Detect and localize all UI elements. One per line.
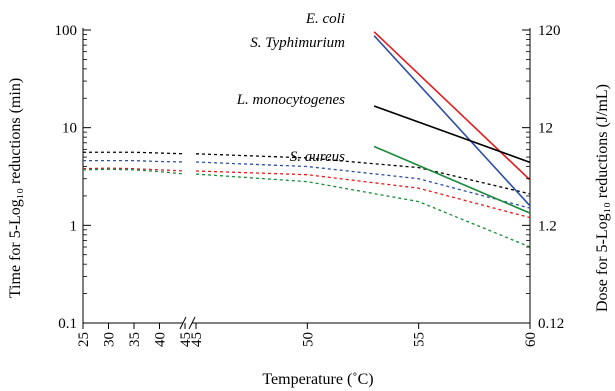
y-tick-label: 12 [538,121,553,137]
y-axis-right-title: Dose for 5-Log₁₀ reductions (J/mL) [594,84,611,312]
series-label: L. monocytogenes [236,92,345,108]
x-tick-label: 60 [523,332,539,347]
dotted-series-line [195,173,531,248]
y-tick-label: 0.1 [58,316,77,332]
dotted-series-line [83,159,186,163]
series-label: E. coli [305,11,345,27]
solid-series-line [373,105,531,164]
dotted-series-line [83,151,186,155]
dotted-series-line [195,153,531,195]
y-tick-label: 120 [538,23,561,39]
x-tick-label: 45 [189,332,205,347]
x-axis-title: Temperature (˚C) [262,371,373,388]
x-tick-label: 25 [76,332,92,347]
y-tick-label: 1 [70,218,78,234]
axis-break-mark [179,316,187,330]
x-tick-label: 40 [153,332,169,347]
solid-series-line [373,35,531,207]
series-labels: E. coli S. Typhimurium L. monocytogenes S. … [236,11,345,165]
x-tick-label: 35 [127,332,143,347]
solid-series-group [373,31,531,214]
y-axis-right-ticks: 0.12 1.2 12 120 [522,23,564,332]
dotted-series-line [195,170,531,219]
x-tick-label: 55 [412,332,428,347]
dotted-series-line [82,168,186,175]
x-tick-label: 50 [300,332,316,347]
y-axis-left-ticks: 0.1 1 10 100 [55,23,91,332]
axis-break-mark [188,316,196,330]
y-tick-label: 1.2 [538,218,557,234]
plot-area [82,28,531,330]
x-tick-label: 45 [178,332,194,347]
y-tick-label: 0.12 [538,316,564,332]
dotted-series-line [195,161,531,209]
solid-series-line [373,145,531,214]
y-tick-label: 10 [62,121,77,137]
series-label: S. aureus [290,149,345,165]
dotted-series-line [82,167,186,172]
x-tick-label: 30 [102,332,118,347]
y-tick-label: 100 [55,23,78,39]
series-label: S. Typhimurium [250,35,345,51]
dotted-series-group [82,151,531,248]
y-axis-left-title: Time for 5-Log₁₀ reductions (min) [7,78,24,298]
solid-series-line [373,31,531,181]
